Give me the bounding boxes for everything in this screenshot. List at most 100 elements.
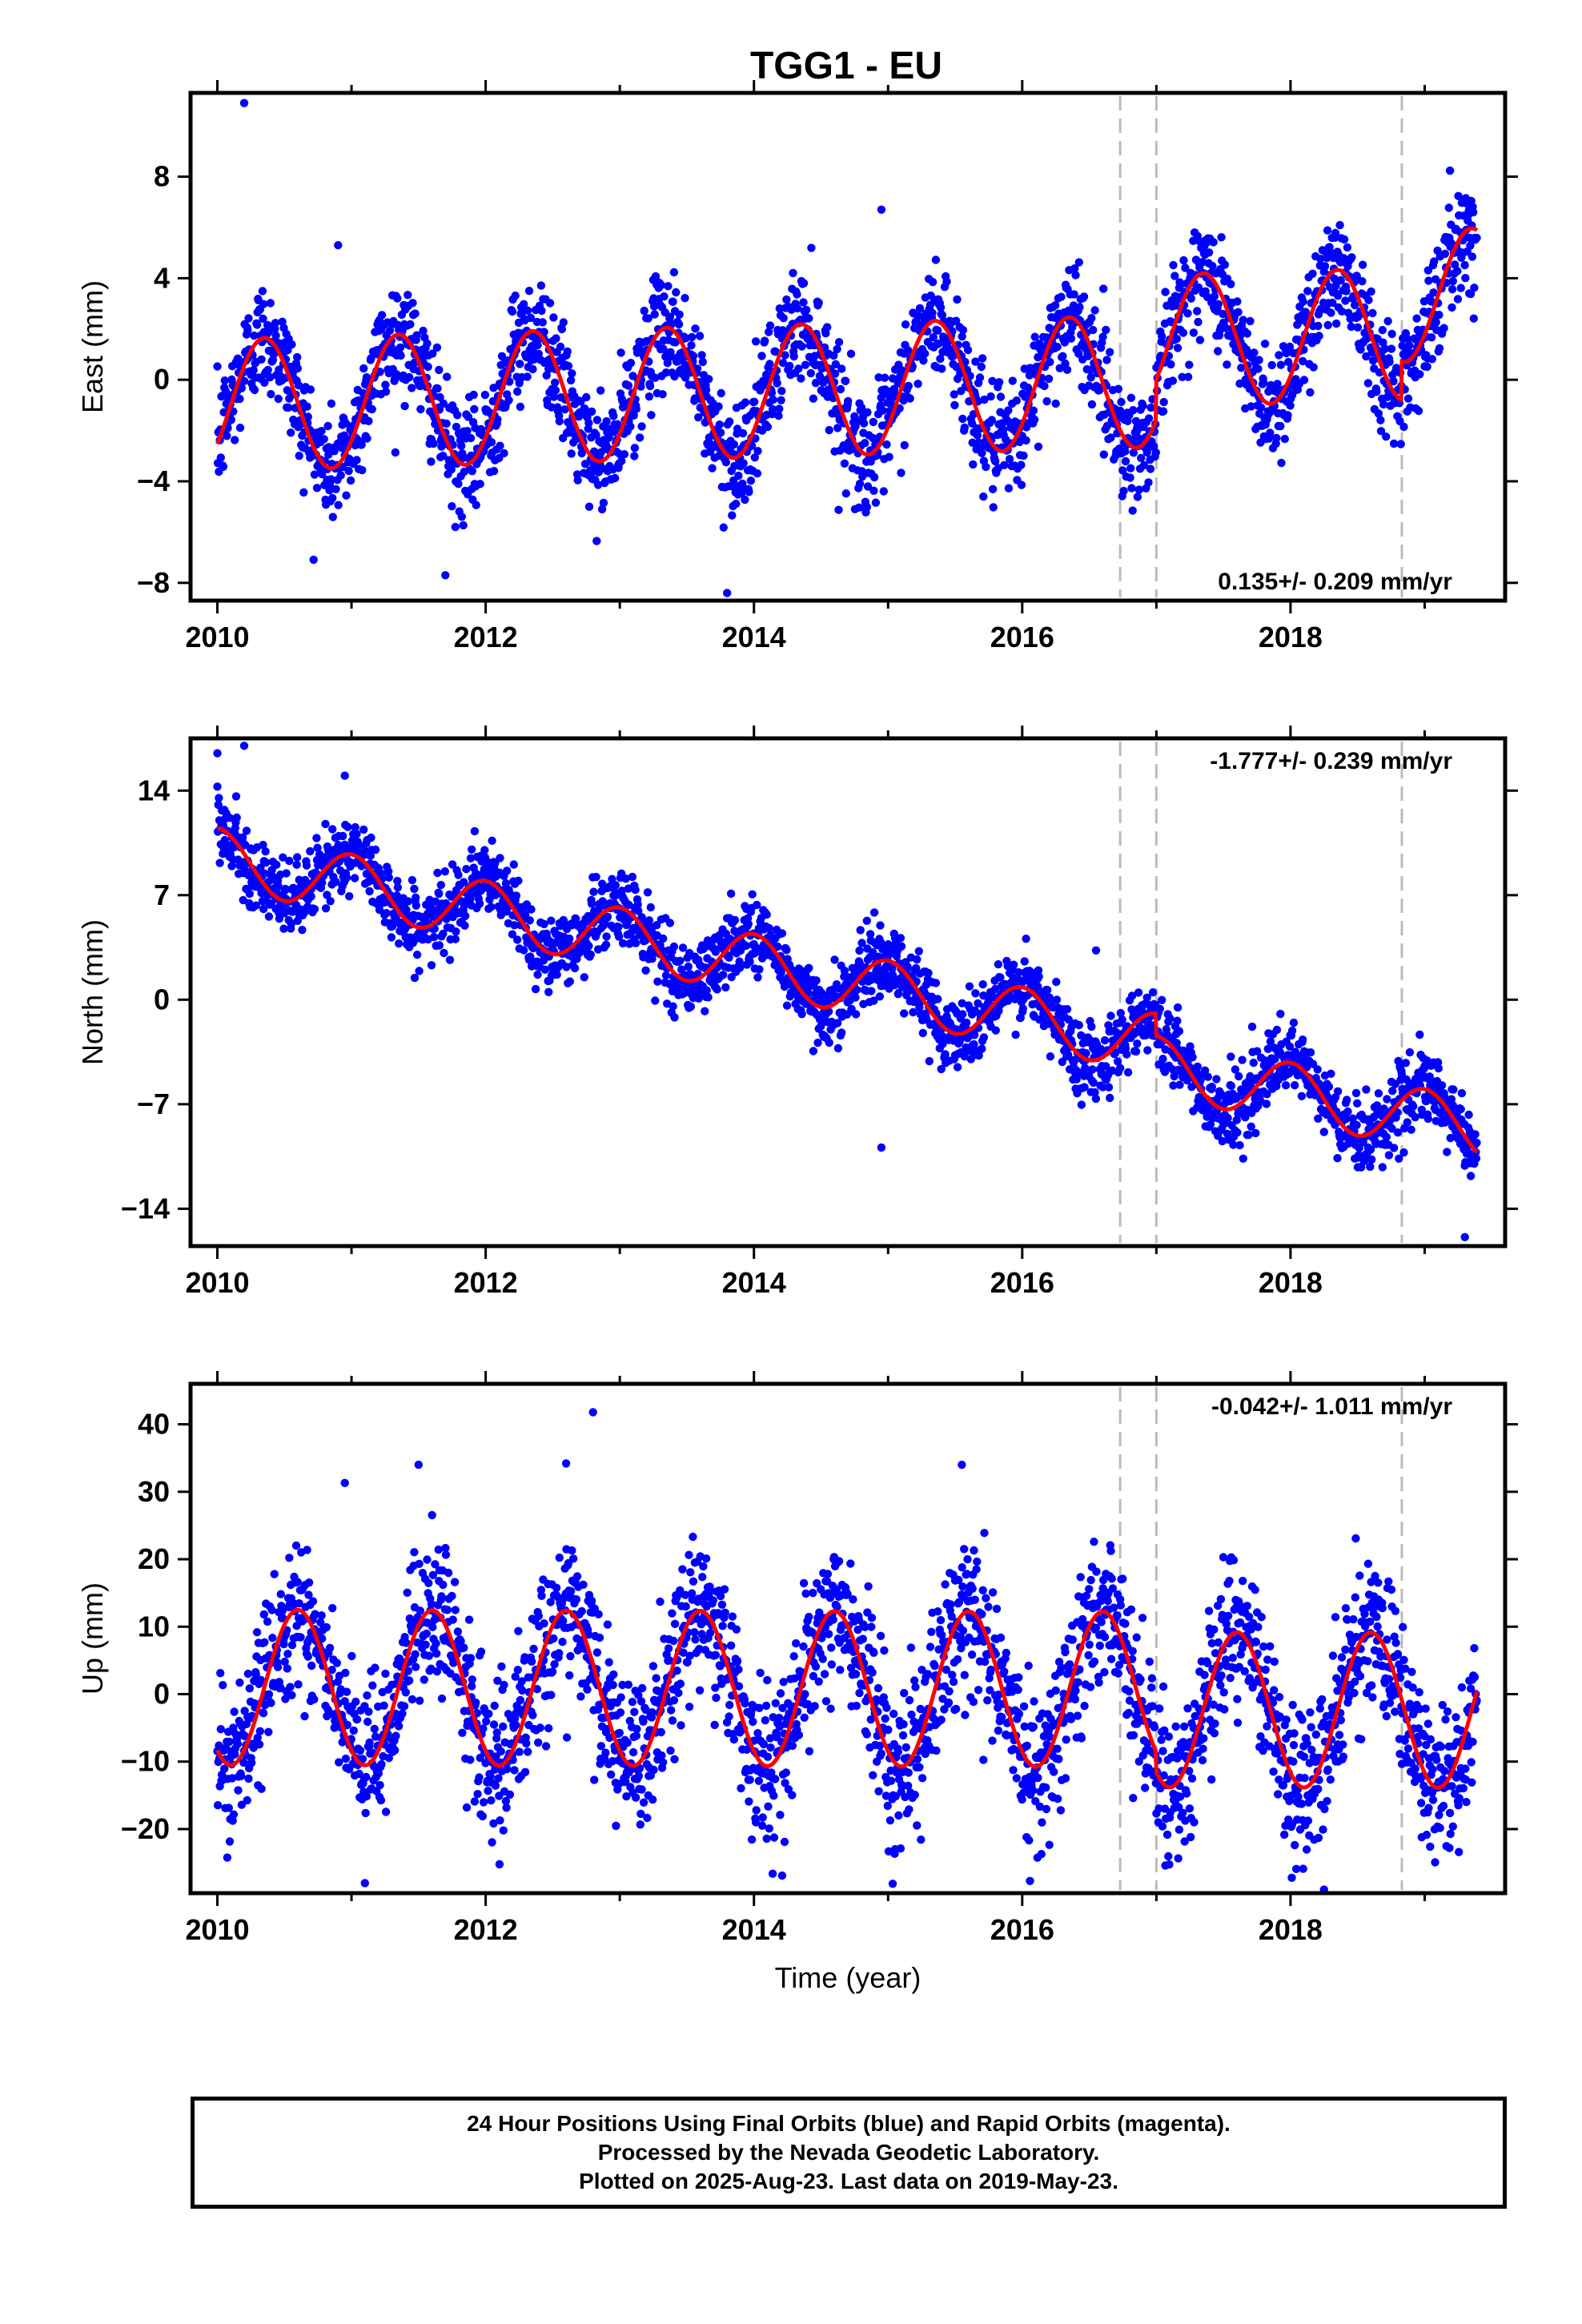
data-point (904, 346, 913, 355)
data-point (307, 892, 315, 901)
data-point (1382, 432, 1391, 441)
data-point (303, 402, 311, 411)
data-point (447, 892, 456, 901)
data-point (1447, 303, 1456, 312)
data-point (833, 424, 842, 432)
data-point (934, 326, 942, 335)
data-point (936, 354, 945, 364)
data-point (978, 1044, 986, 1053)
data-point (231, 792, 241, 801)
data-point (587, 899, 596, 908)
data-point (958, 332, 966, 341)
data-point (924, 968, 933, 978)
data-point (358, 465, 367, 475)
data-point (977, 362, 986, 372)
data-point (602, 932, 611, 941)
data-point (991, 456, 1000, 466)
data-point (1098, 332, 1107, 341)
data-point (869, 486, 878, 495)
data-point (259, 300, 268, 308)
data-point (1429, 288, 1438, 297)
data-point (1100, 1035, 1110, 1045)
data-point (560, 405, 569, 414)
data-point (1333, 292, 1343, 300)
x-tick-label: 2018 (1259, 621, 1323, 653)
data-point (309, 555, 318, 565)
data-point (1389, 1144, 1399, 1152)
data-point (670, 1013, 679, 1022)
data-point (431, 897, 440, 906)
data-point (719, 971, 728, 979)
data-point (408, 875, 417, 885)
data-point (251, 901, 260, 910)
data-point (272, 860, 281, 870)
data-point (466, 433, 476, 443)
data-point (1166, 1014, 1174, 1023)
data-point (837, 1028, 846, 1037)
data-point (451, 522, 460, 532)
data-point (1403, 335, 1412, 344)
data-point (797, 1010, 806, 1019)
data-point (697, 351, 706, 360)
data-point (674, 320, 684, 329)
data-point (1144, 414, 1154, 423)
data-point (1012, 396, 1022, 405)
data-point (468, 467, 476, 476)
data-point (851, 1010, 861, 1019)
data-point (1448, 276, 1458, 286)
data-point (729, 440, 738, 449)
data-point (963, 345, 973, 355)
data-point (1389, 439, 1399, 448)
data-point (723, 589, 732, 597)
data-point (846, 349, 856, 358)
data-point (1068, 323, 1077, 332)
data-point (1308, 269, 1317, 278)
data-point (343, 822, 352, 831)
data-point (650, 310, 659, 319)
data-point (763, 422, 773, 432)
data-point (285, 856, 294, 866)
data-point (531, 984, 540, 994)
data-point (416, 404, 425, 414)
data-point (1118, 466, 1127, 475)
data-point (805, 963, 813, 973)
data-point (445, 955, 455, 964)
data-point (1183, 372, 1193, 381)
data-point (1214, 300, 1223, 308)
data-point (611, 881, 620, 890)
data-point (789, 352, 798, 361)
data-point (1161, 287, 1170, 296)
data-point (936, 303, 946, 312)
data-point (958, 414, 967, 424)
data-point (882, 440, 891, 449)
data-point (566, 376, 576, 385)
data-point (725, 417, 734, 426)
data-point (671, 338, 680, 347)
data-point (545, 299, 555, 308)
data-point (1324, 1082, 1334, 1092)
data-point (1194, 317, 1203, 327)
data-point (1030, 415, 1039, 424)
data-point (1273, 380, 1282, 388)
data-point (1209, 238, 1218, 247)
y-tick-label: −8 (137, 566, 170, 599)
data-point (551, 386, 560, 395)
data-point (375, 368, 384, 376)
data-point (260, 378, 269, 387)
data-point (1466, 289, 1476, 299)
data-point (905, 394, 914, 403)
data-point (1237, 364, 1246, 372)
data-point (1247, 402, 1255, 411)
data-point (381, 380, 390, 389)
data-point (851, 993, 860, 1002)
data-point (287, 919, 295, 928)
data-point (1009, 960, 1018, 969)
data-point (1309, 363, 1318, 372)
data-point (1299, 376, 1309, 384)
data-point (468, 845, 476, 854)
data-point (942, 277, 951, 286)
data-point (364, 416, 373, 425)
data-point (424, 362, 432, 372)
data-point (1057, 292, 1066, 301)
data-point (978, 980, 987, 989)
